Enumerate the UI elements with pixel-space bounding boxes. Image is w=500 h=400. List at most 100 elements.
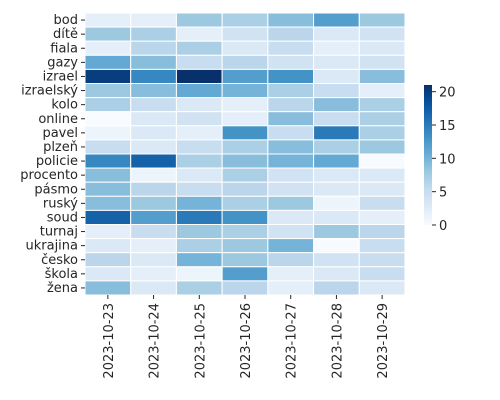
heatmap-cell	[313, 266, 360, 282]
heatmap-cell	[130, 26, 177, 42]
heatmap-cell	[175, 167, 223, 183]
heatmap-cell	[175, 224, 223, 240]
heatmap-cell	[175, 153, 223, 169]
heatmap-cell	[358, 40, 406, 56]
heatmap-cell	[358, 111, 406, 127]
heatmap-cell	[267, 83, 315, 99]
y-tick-label: online	[38, 112, 78, 127]
heatmap-cell	[221, 26, 269, 42]
heatmap-cell	[130, 224, 177, 240]
heatmap-cell	[358, 139, 406, 155]
heatmap-cell	[313, 40, 360, 56]
heatmap-cell	[130, 181, 177, 197]
heatmap-cell	[358, 209, 406, 225]
heatmap-cell	[267, 12, 315, 28]
heatmap-cell	[267, 125, 315, 141]
heatmap-cell	[358, 54, 406, 70]
y-tick-label: gazy	[47, 55, 78, 70]
heatmap-cell	[84, 68, 132, 85]
heatmap-cell	[358, 195, 406, 211]
heatmap-cell	[130, 139, 177, 155]
heatmap-cell	[175, 195, 223, 211]
colorbar-tick-label: 10	[439, 152, 456, 167]
heatmap-cell	[221, 54, 269, 70]
heatmap-cell	[221, 139, 269, 155]
heatmap-cell	[130, 252, 177, 268]
heatmap-cell	[84, 12, 132, 28]
heatmap-cell	[84, 153, 132, 169]
colorbar-tick-label: 0	[439, 219, 447, 234]
heatmap-cell	[84, 83, 132, 99]
x-tick-labels: 2023-10-23 2023-10-24 2023-10-25 2023-10-26…	[102, 295, 391, 379]
y-tick-label: česko	[41, 253, 78, 268]
heatmap-cell	[84, 266, 132, 282]
x-tick-label: 2023-10-29	[376, 303, 391, 379]
heatmap-cell	[221, 195, 269, 211]
heatmap-cell	[221, 167, 269, 183]
heatmap-cell	[175, 266, 223, 282]
heatmap-cell	[267, 238, 315, 254]
heatmap-cell	[313, 139, 360, 155]
y-tick-label: izrael	[43, 69, 78, 84]
heatmap-cell	[221, 125, 269, 141]
heatmap-cell	[175, 97, 223, 113]
heatmap-cell	[267, 97, 315, 113]
y-tick-label: fiala	[50, 41, 78, 56]
heatmap-cell	[130, 68, 177, 85]
heatmap-cell	[313, 209, 360, 225]
heatmap-cell	[267, 111, 315, 127]
heatmap-cell	[130, 111, 177, 127]
heatmap-cell	[130, 280, 177, 296]
heatmap-cell	[175, 54, 223, 70]
y-tick-label: ukrajina	[25, 239, 78, 254]
heatmap-cell	[358, 266, 406, 282]
heatmap-cell	[267, 252, 315, 268]
heatmap-cell	[175, 125, 223, 141]
heatmap-cell	[313, 224, 360, 240]
heatmap-cell	[267, 139, 315, 155]
y-tick-label: ruský	[43, 196, 78, 211]
heatmap-cell	[175, 40, 223, 56]
heatmap-cell	[175, 68, 223, 85]
heatmap-cell	[267, 26, 315, 42]
heatmap-cell	[313, 167, 360, 183]
y-tick-labels: boddítěfialagazyizraelizraelskýkoloonlin…	[20, 13, 85, 296]
x-tick-label: 2023-10-27	[285, 303, 300, 379]
y-tick-label: izraelský	[21, 84, 78, 99]
heatmap-cell	[84, 139, 132, 155]
heatmap-cell	[84, 54, 132, 70]
heatmap-cell	[130, 209, 177, 225]
heatmap-cell	[84, 167, 132, 183]
y-tick-label: bod	[54, 13, 78, 28]
heatmap-cell	[313, 153, 360, 169]
heatmap-cell	[267, 224, 315, 240]
colorbar-gradient	[424, 85, 432, 225]
heatmap-cell	[84, 125, 132, 141]
heatmap-cell	[313, 68, 360, 85]
heatmap-cell	[84, 224, 132, 240]
heatmap-cell	[358, 26, 406, 42]
colorbar-tick-label: 5	[439, 186, 447, 201]
heatmap-cell	[221, 252, 269, 268]
y-tick-label: soud	[47, 210, 78, 225]
heatmap-cell	[175, 26, 223, 42]
y-tick-label: kolo	[51, 98, 78, 113]
heatmap-cell	[313, 54, 360, 70]
heatmap-cell	[221, 111, 269, 127]
heatmap-cell	[84, 26, 132, 42]
y-tick-label: policie	[36, 154, 78, 169]
heatmap-cell	[221, 280, 269, 296]
x-tick-label: 2023-10-28	[330, 303, 345, 379]
y-tick-label: škola	[45, 267, 78, 282]
heatmap-cell	[221, 153, 269, 169]
y-tick-label: turnaj	[40, 225, 78, 240]
heatmap-cell	[84, 111, 132, 127]
heatmap-cell	[267, 209, 315, 225]
heatmap-cell	[358, 238, 406, 254]
heatmap-cell	[130, 238, 177, 254]
heatmap-cell	[84, 181, 132, 197]
heatmap-cell	[130, 83, 177, 99]
heatmap-cell	[175, 252, 223, 268]
heatmap-cell	[358, 68, 406, 85]
heatmap-cell	[84, 252, 132, 268]
